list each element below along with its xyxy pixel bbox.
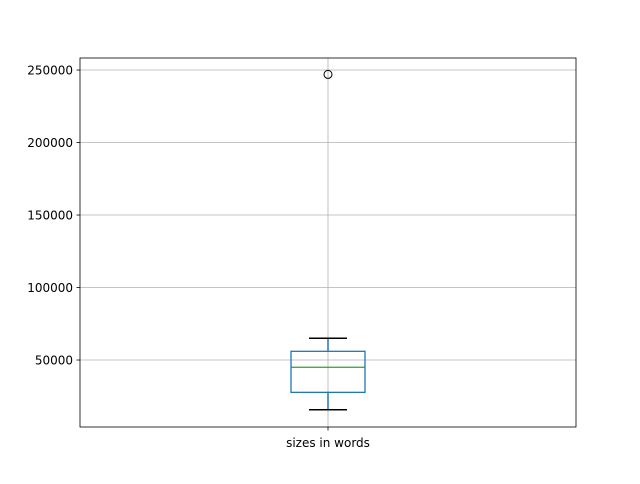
y-tick-label: 50000: [35, 354, 73, 368]
outlier-point: [323, 69, 333, 79]
y-tick-label: 100000: [27, 281, 73, 295]
y-tick-label: 200000: [27, 136, 73, 150]
y-tick-label: 250000: [27, 64, 73, 78]
box: [290, 350, 366, 393]
y-tick-label: 150000: [27, 209, 73, 223]
box-group: [290, 69, 366, 411]
plot-frame: [79, 57, 577, 428]
x-tick-label: sizes in words: [286, 436, 370, 450]
